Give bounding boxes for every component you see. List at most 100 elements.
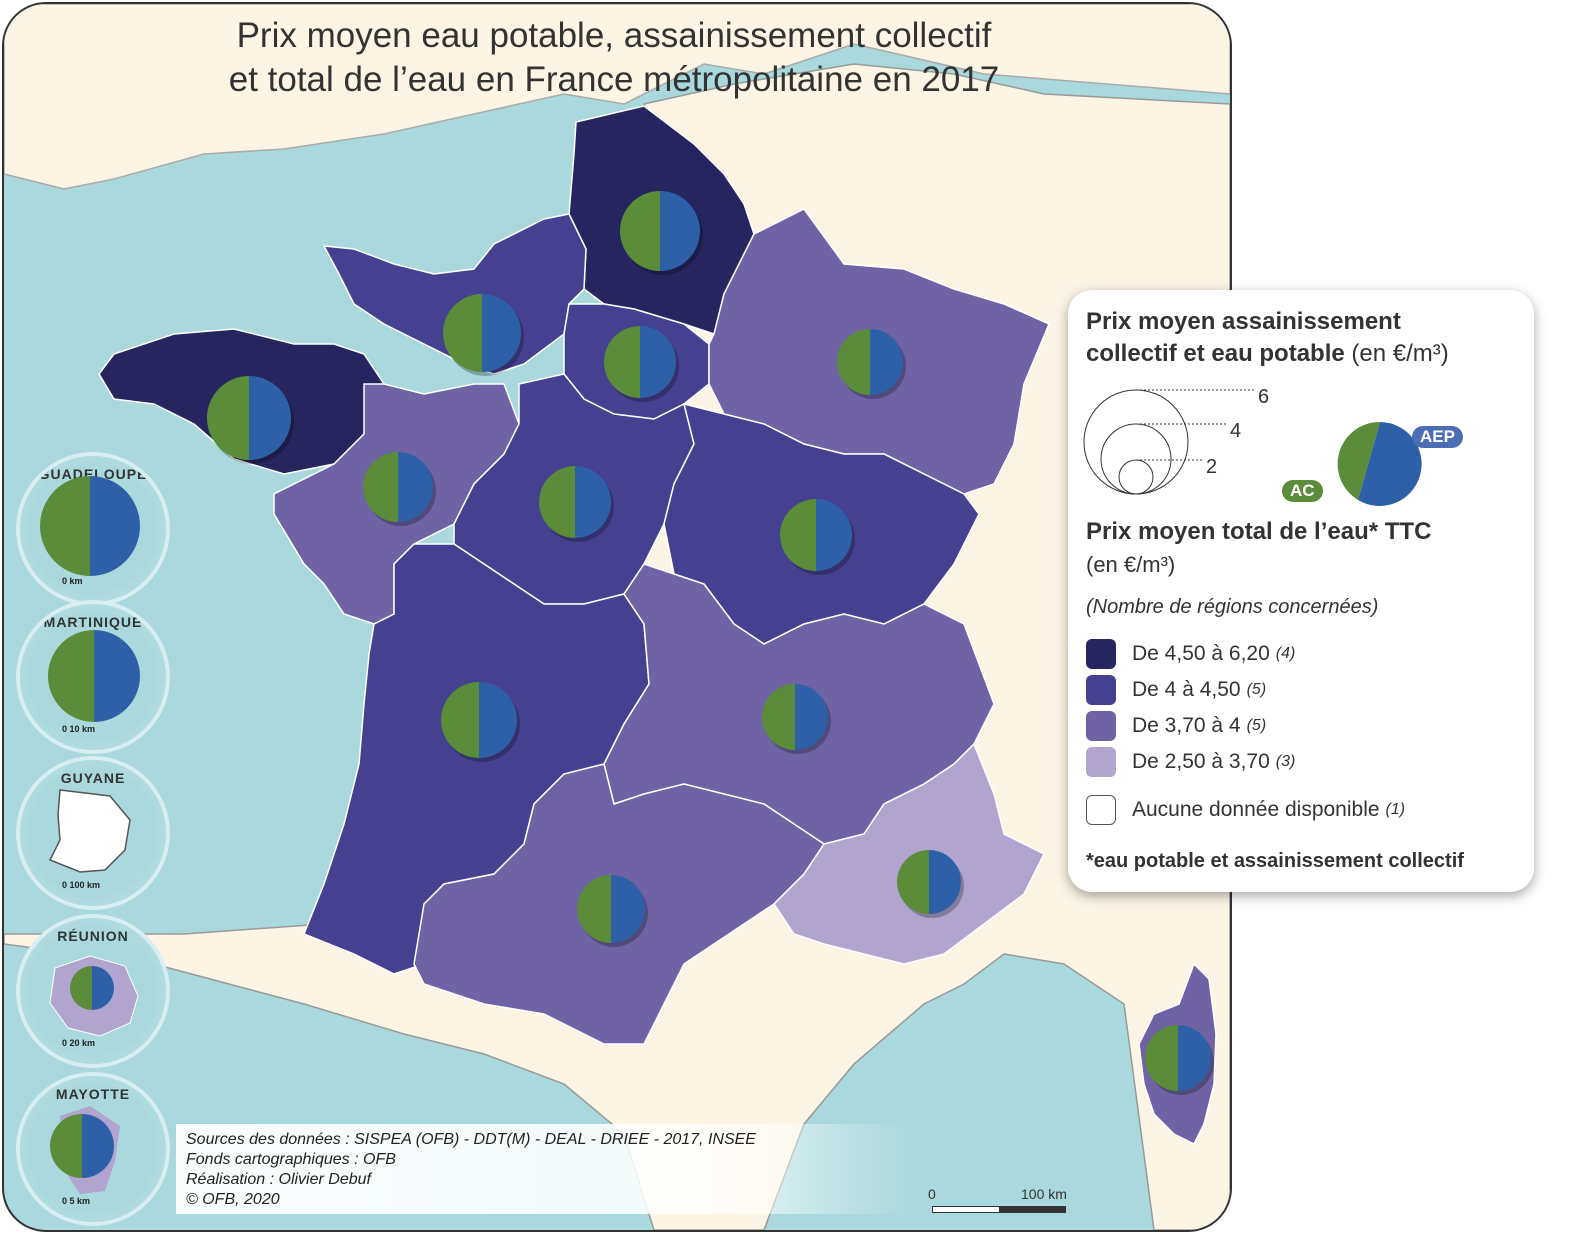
pie-normandie bbox=[443, 294, 524, 376]
pie-slice-ac bbox=[897, 850, 929, 914]
pie-bretagne bbox=[207, 376, 294, 464]
legend-class-2: De 4 à 4,50 (5) bbox=[1086, 674, 1266, 706]
inset-shape bbox=[48, 789, 131, 873]
inset-scale: 0 km bbox=[62, 576, 83, 586]
pie-hauts-de-france bbox=[620, 191, 703, 275]
pie-grand-est bbox=[837, 329, 906, 399]
legend-footnote: *eau potable et assainissement collectif bbox=[1086, 850, 1464, 872]
legend-no-data-count: (1) bbox=[1385, 801, 1406, 818]
pie-slice-aep bbox=[482, 294, 521, 372]
pie-pays-de-la-loire bbox=[363, 452, 436, 526]
source-line: Sources des données : SISPEA (OFB) - DDT… bbox=[186, 1131, 756, 1148]
pie-slice-ac bbox=[539, 466, 575, 538]
pie-paca bbox=[897, 850, 964, 918]
legend-class-label: De 2,50 à 3,70 bbox=[1132, 750, 1270, 773]
legend-box: Prix moyen assainissement collectif et e… bbox=[1068, 290, 1534, 892]
inset-label: RÉUNION bbox=[57, 928, 129, 944]
legend-class-count: (5) bbox=[1246, 681, 1267, 698]
region-paca[interactable] bbox=[773, 742, 1046, 965]
pie-ile-de-france bbox=[604, 326, 679, 402]
legend-swatch bbox=[1086, 747, 1116, 777]
pie-slice-aep bbox=[816, 499, 852, 571]
map-title: Prix moyen eau potable, assainissement c… bbox=[154, 14, 1074, 102]
pie-group bbox=[207, 191, 1214, 1095]
legend-size-title-line2: collectif et eau potable bbox=[1086, 340, 1345, 367]
pie-auvergne-rhone-alpes bbox=[762, 684, 831, 754]
pie-slice-aep bbox=[1178, 1025, 1211, 1091]
legend-size-title-line1: Prix moyen assainissement bbox=[1086, 308, 1401, 335]
land-uk bbox=[4, 4, 1230, 190]
legend-class-1: De 4,50 à 6,20 (4) bbox=[1086, 638, 1295, 670]
pie-nouvelle-aquitaine bbox=[441, 682, 520, 762]
scale-label: 100 km bbox=[1021, 1186, 1067, 1202]
pie-slice-ac bbox=[1145, 1025, 1178, 1091]
scale-zero: 0 bbox=[928, 1186, 936, 1202]
circle-value-2: 2 bbox=[1206, 456, 1218, 478]
legend-count-note: (Nombre de régions concernées) bbox=[1086, 596, 1379, 618]
pie-slice-aep bbox=[479, 682, 517, 758]
tag-aep: AEP bbox=[1412, 426, 1463, 448]
pie-slice-aep bbox=[870, 329, 903, 395]
inset-label: GUADELOUPE bbox=[38, 466, 148, 482]
circle-value-4: 4 bbox=[1230, 420, 1242, 442]
legend-no-data: Aucune donnée disponible (1) bbox=[1086, 794, 1405, 826]
pie-slice-ac bbox=[363, 452, 398, 522]
legend-size-title: Prix moyen assainissement collectif et e… bbox=[1086, 306, 1449, 370]
legend-swatch bbox=[1086, 675, 1116, 705]
pie-slice-ac bbox=[620, 191, 660, 271]
legend-class-4: De 2,50 à 3,70 (3) bbox=[1086, 746, 1295, 778]
inset-pie bbox=[40, 476, 140, 576]
pie-slice-ac bbox=[780, 499, 816, 571]
inset-label: MARTINIQUE bbox=[43, 614, 143, 630]
scale-bar: 0 100 km bbox=[924, 1184, 1084, 1214]
title-line-1: Prix moyen eau potable, assainissement c… bbox=[236, 16, 992, 55]
legend-proportional-circles bbox=[1083, 389, 1422, 506]
legend-total-unit: (en €/m³) bbox=[1086, 552, 1176, 577]
pie-slice-aep bbox=[795, 684, 828, 750]
pie-slice-aep bbox=[929, 850, 961, 914]
tag-ac: AC bbox=[1282, 480, 1323, 502]
pie-slice-ac bbox=[443, 294, 482, 372]
legend-class-count: (4) bbox=[1275, 645, 1296, 662]
inset-pie bbox=[49, 955, 139, 1037]
scale-line bbox=[932, 1206, 1066, 1213]
pie-slice-aep bbox=[249, 376, 291, 460]
circle-value-6: 6 bbox=[1258, 386, 1270, 408]
map-frame: Prix moyen eau potable, assainissement c… bbox=[2, 2, 1232, 1232]
map-canvas bbox=[4, 4, 1230, 1230]
inset-guadeloupe: GUADELOUPE 0 km bbox=[20, 456, 166, 602]
pie-centre-val-de-loire bbox=[539, 466, 614, 542]
inset-mayotte: MAYOTTE 0 5 km bbox=[20, 1076, 166, 1222]
legend-swatch bbox=[1086, 639, 1116, 669]
legend-total-title: Prix moyen total de l’eau* TTC bbox=[1086, 518, 1432, 545]
inset-scale: 0 20 km bbox=[62, 1038, 96, 1048]
inset-scale: 0 10 km bbox=[62, 724, 96, 734]
legend-class-3: De 3,70 à 4 (5) bbox=[1086, 710, 1266, 742]
legend-swatch bbox=[1086, 795, 1116, 825]
inset-pie bbox=[50, 1106, 120, 1194]
inset-label: MAYOTTE bbox=[55, 1086, 131, 1102]
source-line: Réalisation : Olivier Debuf bbox=[186, 1171, 371, 1188]
legend-class-label: De 3,70 à 4 bbox=[1132, 714, 1241, 737]
pie-slice-ac bbox=[441, 682, 479, 758]
pie-slice-ac bbox=[577, 875, 611, 943]
pie-slice-ac bbox=[762, 684, 795, 750]
title-line-2: et total de l’eau en France métropolitai… bbox=[228, 60, 1000, 99]
pie-slice-ac bbox=[604, 326, 640, 398]
legend-size-unit: (en €/m³) bbox=[1351, 340, 1449, 367]
source-line: © OFB, 2020 bbox=[186, 1191, 280, 1208]
legend-class-count: (5) bbox=[1246, 717, 1267, 734]
source-line: Fonds cartographiques : OFB bbox=[186, 1151, 396, 1168]
pie-slice-ac bbox=[207, 376, 249, 460]
pie-occitanie bbox=[577, 875, 648, 947]
pie-slice-aep bbox=[398, 452, 433, 522]
inset-scale: 0 5 km bbox=[62, 1196, 91, 1206]
inset-pie bbox=[48, 630, 140, 722]
legend-class-label: De 4 à 4,50 bbox=[1132, 678, 1241, 701]
sources-block: Sources des données : SISPEA (OFB) - DDT… bbox=[176, 1124, 908, 1214]
pie-slice-aep bbox=[611, 875, 645, 943]
pie-slice-aep bbox=[640, 326, 676, 398]
inset-guyane: GUYANE 0 100 km bbox=[20, 760, 166, 906]
inset-label: GUYANE bbox=[60, 770, 126, 786]
legend-class-label: De 4,50 à 6,20 bbox=[1132, 642, 1270, 665]
